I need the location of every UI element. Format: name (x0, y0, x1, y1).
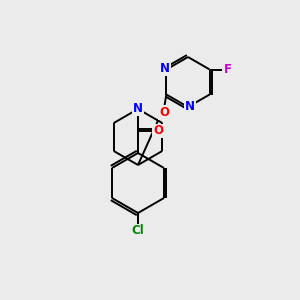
Text: F: F (224, 63, 232, 76)
Text: O: O (153, 124, 163, 137)
Text: N: N (185, 100, 195, 112)
Text: N: N (133, 103, 143, 116)
Text: Cl: Cl (132, 224, 144, 238)
Text: O: O (159, 106, 169, 119)
Text: N: N (160, 62, 170, 75)
